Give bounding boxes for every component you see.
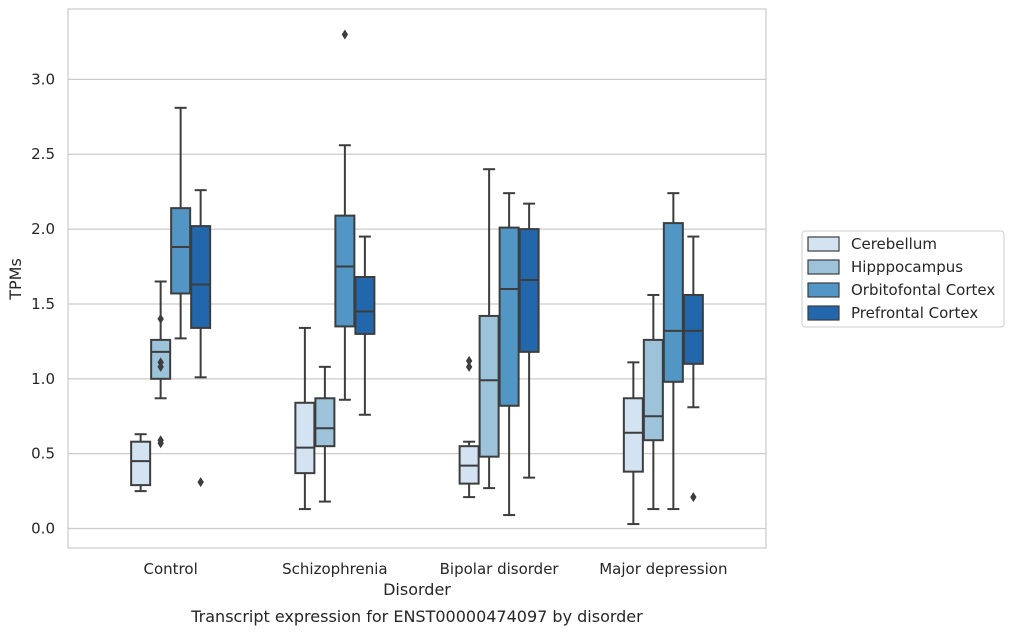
y-tick-label: 3.0 (31, 70, 55, 88)
legend-label: Cerebellum (851, 235, 937, 253)
outlier-point (157, 313, 164, 324)
y-tick-label: 1.0 (31, 370, 55, 388)
iqr-box (662, 222, 684, 383)
iqr-box (498, 226, 520, 407)
y-tick-labels: 0.0 0.5 1.0 1.5 2.0 2.5 3.0 (31, 70, 55, 537)
box-plot (622, 361, 644, 526)
legend-label: Prefrontal Cortex (851, 304, 978, 322)
y-axis-label: TPMs (6, 258, 25, 301)
legend-items: Cerebellum Hipppocampus Orbitofontal Corte… (807, 235, 995, 322)
iqr-box (314, 397, 336, 448)
outlier-point (157, 438, 164, 449)
legend-swatch (807, 236, 840, 252)
iqr-box (642, 338, 664, 442)
outlier-point (465, 361, 473, 372)
iqr-box (518, 228, 540, 353)
legend-swatch (807, 282, 840, 298)
x-tick-label: Control (144, 560, 198, 578)
iqr-box (294, 401, 316, 475)
iqr-box (622, 397, 644, 473)
box-plot (314, 365, 336, 503)
y-tick-label: 2.0 (31, 220, 55, 238)
figure-caption: Transcript expression for ENST0000047409… (190, 607, 643, 626)
legend-swatch (807, 305, 840, 321)
legend: Cerebellum Hipppocampus Orbitofontal Corte… (801, 230, 1005, 328)
y-tick-label: 1.5 (31, 295, 55, 313)
outlier-point (197, 477, 204, 488)
legend-label: Orbitofontal Cortex (851, 281, 995, 299)
box-plot (518, 202, 540, 479)
y-tick-label: 0.0 (31, 520, 55, 538)
box-plot (130, 433, 152, 493)
legend-frame (801, 230, 1005, 328)
x-axis-label: Disorder (383, 580, 451, 599)
grid-lines (68, 78, 766, 530)
box-plot (354, 235, 376, 416)
box-plot (190, 189, 212, 488)
iqr-box (334, 214, 356, 328)
legend-swatch (807, 259, 840, 275)
box-plot (642, 293, 664, 511)
box-plot (478, 168, 500, 490)
x-tick-labels: Control Schizophrenia Bipolar disorder Majo… (144, 560, 728, 578)
iqr-box (354, 276, 376, 335)
iqr-box (190, 225, 212, 329)
iqr-box (130, 440, 152, 487)
box-plot (662, 192, 684, 511)
iqr-box (478, 314, 500, 458)
outlier-point (341, 29, 349, 40)
outlier-point (157, 361, 164, 372)
box-plot (458, 355, 480, 499)
x-tick-label: Schizophrenia (282, 560, 387, 578)
x-tick-label: Major depression (599, 560, 727, 578)
x-tick-label: Bipolar disorder (440, 560, 560, 578)
y-tick-label: 2.5 (31, 145, 55, 163)
box-plot (334, 29, 356, 401)
plot-frame (67, 8, 767, 549)
box-plots (130, 29, 704, 526)
legend-label: Hipppocampus (851, 258, 963, 276)
iqr-box (170, 207, 192, 295)
outlier-point (690, 492, 697, 503)
box-plot (150, 280, 172, 449)
outlier-point (465, 355, 473, 366)
box-plot (682, 235, 704, 503)
y-tick-label: 0.5 (31, 445, 55, 463)
iqr-box (682, 293, 704, 365)
